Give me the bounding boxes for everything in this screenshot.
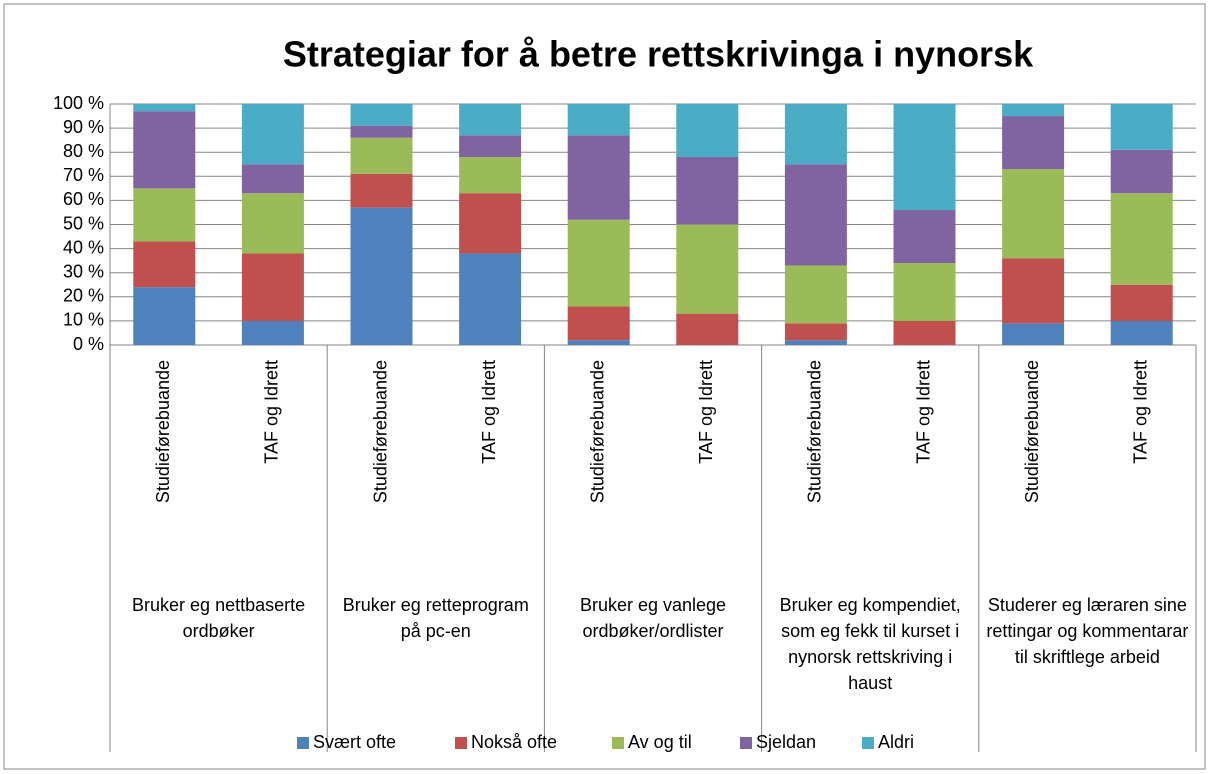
bar-segment	[1110, 149, 1173, 194]
bar-segment	[676, 157, 739, 225]
bar-segment	[784, 104, 847, 165]
bar-segment	[459, 135, 522, 158]
bar-segment	[567, 306, 630, 341]
y-tick-label: 70 %	[63, 165, 104, 185]
bar-segment	[784, 323, 847, 341]
bar-segment	[676, 313, 739, 345]
chart-border	[3, 3, 1206, 770]
bar-segment	[459, 193, 522, 254]
bar-segment	[1110, 104, 1173, 150]
bar-segment	[1002, 258, 1065, 324]
bar-segment	[676, 104, 739, 158]
y-tick-label: 0 %	[73, 334, 104, 354]
chart-title: Strategiar for å betre rettskrivinga i n…	[283, 34, 1034, 75]
bar-segment	[459, 157, 522, 194]
x-tick-label: Studieførebuande	[805, 360, 825, 503]
group-label: Bruker eg kompendiet, som eg fekk til ku…	[779, 595, 961, 693]
bar-segment	[133, 241, 196, 288]
bar-segment	[676, 224, 739, 314]
legend-label: Nokså ofte	[471, 732, 557, 752]
bar-segment	[133, 188, 196, 242]
bar-segment	[133, 111, 196, 189]
bar-segment	[241, 104, 304, 165]
bar-segment	[1110, 284, 1173, 321]
bar-segment	[241, 164, 304, 194]
group-label: Bruker eg retteprogram på pc-en	[342, 595, 529, 641]
bar-segment	[350, 207, 413, 345]
bar-segment	[1002, 116, 1065, 170]
x-tick-label: Studieførebuande	[587, 360, 607, 503]
bar-segment	[1002, 323, 1065, 345]
x-tick-label: TAF og Idrett	[696, 360, 716, 464]
legend-swatch	[862, 737, 874, 749]
legend-label: Sjeldan	[756, 732, 816, 752]
bar-segment	[893, 104, 956, 211]
bar-segment	[241, 320, 304, 345]
bar-segment	[567, 135, 630, 220]
x-tick-label: Studieførebuande	[153, 360, 173, 503]
bar-segment	[567, 104, 630, 136]
x-tick-label: Studieførebuande	[370, 360, 390, 503]
y-tick-label: 20 %	[63, 286, 104, 306]
legend-label: Aldri	[878, 732, 914, 752]
bar-segment	[350, 137, 413, 174]
bar-segment	[1002, 104, 1065, 117]
legend-swatch	[455, 737, 467, 749]
y-tick-label: 40 %	[63, 237, 104, 257]
x-tick-label: TAF og Idrett	[262, 360, 282, 464]
bar-segment	[784, 265, 847, 324]
bar-segment	[784, 340, 847, 345]
group-label: Studerer eg læraren sine rettingar og ko…	[986, 595, 1189, 667]
y-tick-label: 60 %	[63, 189, 104, 209]
x-tick-label: TAF og Idrett	[1130, 360, 1150, 464]
bar-segment	[241, 193, 304, 254]
legend-swatch	[297, 737, 309, 749]
bar-segment	[893, 210, 956, 264]
bar-segment	[241, 253, 304, 321]
y-tick-label: 80 %	[63, 141, 104, 161]
bar-segment	[893, 320, 956, 345]
bar-segment	[350, 104, 413, 126]
bar-segment	[459, 104, 522, 136]
bar-segment	[567, 340, 630, 345]
bar-segment	[1110, 193, 1173, 285]
bar-segment	[459, 253, 522, 345]
group-label: Bruker eg nettbaserte ordbøker	[132, 595, 306, 641]
group-label: Bruker eg vanlege ordbøker/ordlister	[579, 595, 727, 641]
y-tick-label: 10 %	[63, 310, 104, 330]
bar-segment	[350, 173, 413, 208]
bar-segment	[133, 287, 196, 345]
legend-label: Svært ofte	[313, 732, 396, 752]
bar-segment	[567, 219, 630, 307]
bar-segment	[893, 263, 956, 321]
y-tick-label: 50 %	[63, 213, 104, 233]
legend-swatch	[612, 737, 624, 749]
y-tick-label: 30 %	[63, 261, 104, 281]
y-tick-label: 90 %	[63, 117, 104, 137]
legend-label: Av og til	[628, 732, 692, 752]
bar-segment	[133, 104, 196, 112]
bar-segment	[350, 125, 413, 138]
x-tick-label: Studieførebuande	[1022, 360, 1042, 503]
x-tick-label: TAF og Idrett	[913, 360, 933, 464]
x-tick-label: TAF og Idrett	[479, 360, 499, 464]
bar-segment	[1002, 169, 1065, 259]
bar-segment	[784, 164, 847, 266]
legend-swatch	[740, 737, 752, 749]
bar-segment	[1110, 320, 1173, 345]
y-tick-label: 100 %	[53, 93, 104, 113]
